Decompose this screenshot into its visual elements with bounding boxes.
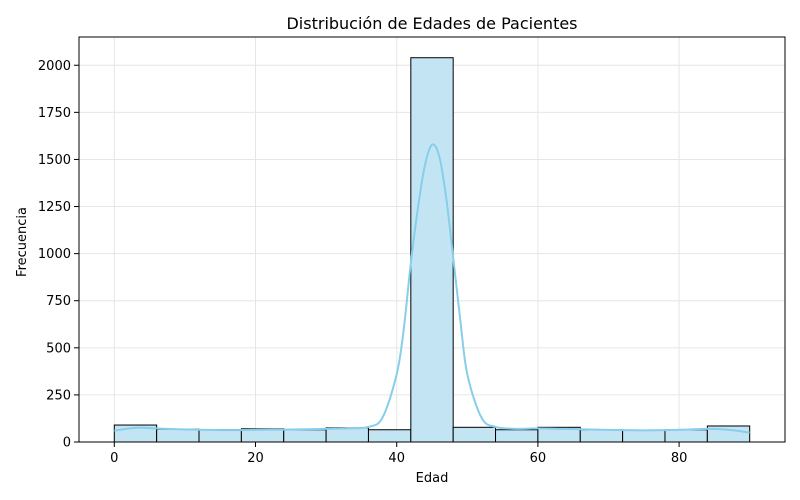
histogram-bar — [367, 429, 412, 443]
x-tick-label: 20 — [247, 451, 264, 466]
y-tick-label: 1000 — [38, 247, 71, 262]
y-tick-label: 0 — [63, 436, 71, 451]
histogram-bar — [325, 427, 369, 443]
x-tick-label: 0 — [110, 451, 118, 466]
x-tick-label: 40 — [388, 451, 405, 466]
histogram-bar — [452, 426, 497, 443]
histogram-bar — [198, 429, 242, 443]
y-tick-label: 1500 — [38, 153, 71, 168]
y-tick-label: 1750 — [38, 106, 71, 121]
y-axis-ticks: 0 250 500 750 1000 1250 1500 1750 2000 — [38, 59, 79, 451]
kde-curve — [114, 143, 750, 434]
histogram-bar — [283, 429, 327, 443]
x-axis-ticks: 0 20 40 60 80 — [110, 442, 687, 466]
histogram-bar — [622, 429, 666, 443]
histogram-bar — [495, 429, 539, 443]
x-tick-label: 60 — [530, 451, 547, 466]
histogram-bar — [156, 428, 200, 443]
y-tick-label: 500 — [46, 341, 71, 356]
kde-curve-layer — [114, 143, 750, 434]
x-tick-label: 80 — [671, 451, 688, 466]
y-tick-label: 250 — [46, 388, 71, 403]
y-tick-label: 750 — [46, 294, 71, 309]
chart-title: Distribución de Edades de Pacientes — [286, 14, 577, 33]
y-tick-label: 2000 — [38, 59, 71, 74]
histogram-bar — [579, 429, 624, 443]
y-axis-label: Frecuencia — [15, 207, 30, 277]
plot-frame — [78, 36, 786, 443]
y-tick-label: 1250 — [38, 200, 71, 215]
histogram-bar — [410, 57, 454, 443]
x-axis-label: Edad — [416, 471, 449, 486]
histogram-bar — [664, 429, 708, 443]
